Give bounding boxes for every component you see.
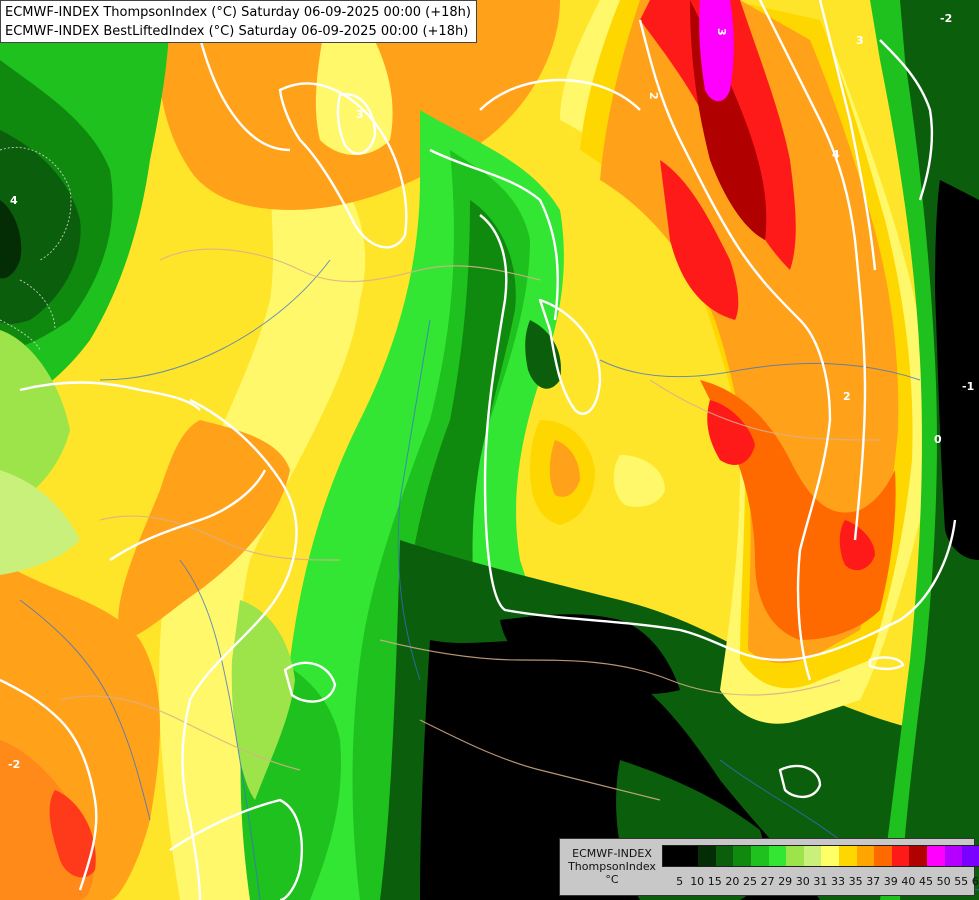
contour-lines: [0, 0, 957, 900]
legend-tick: 37: [866, 875, 881, 888]
field-magenta-east: [699, 0, 734, 102]
legend-tick: 50: [936, 875, 951, 888]
field-orange-mid: [118, 420, 290, 640]
contour-label: -2: [940, 12, 952, 25]
legend-tick: 35: [848, 875, 863, 888]
field-lightgreen-west-2: [0, 470, 80, 575]
contour-west-1: [181, 398, 298, 900]
field-red-southeast: [839, 520, 875, 571]
contour-label: 4: [10, 194, 18, 207]
field-darkgreen-center: [525, 320, 561, 389]
field-black-south-2: [500, 614, 680, 695]
legend-swatch: [715, 846, 734, 866]
contour-north-2: [336, 93, 377, 155]
contour-label: 3: [715, 28, 728, 36]
contour-north-west: [19, 381, 201, 411]
field-black-west: [0, 200, 22, 279]
legend-tick-labels: 5 1015202527293031333537394045505560: [662, 875, 979, 889]
field-orange-east: [600, 0, 899, 664]
contour-label: 3: [356, 108, 364, 121]
contour-central-east-2: [538, 298, 602, 415]
legend-tick: 39: [883, 875, 898, 888]
legend-swatch: [768, 846, 787, 866]
legend-tick: 15: [707, 875, 722, 888]
field-orange-center: [549, 440, 580, 497]
legend-title: ECMWF-INDEX ThompsonIndex °C: [564, 847, 660, 886]
contour-label: 3: [856, 34, 864, 47]
field-yellow-center-2: [613, 455, 665, 507]
legend-tick: 33: [831, 875, 845, 888]
contour-label: 2: [647, 92, 660, 100]
legend-swatch: [926, 846, 945, 866]
contour-label: 0: [934, 433, 942, 446]
contour-east-4: [879, 39, 934, 201]
contour-north-1: [278, 82, 408, 249]
legend-tick: 25: [743, 875, 757, 888]
field-lightgreen-west: [0, 330, 70, 510]
contour-label: 2: [843, 390, 851, 403]
legend-swatch: [750, 846, 769, 866]
contour-north-3: [429, 148, 559, 321]
legend-tick: 45: [919, 875, 933, 888]
contour-south-east-loop: [778, 764, 822, 799]
field-green-west-darker: [0, 130, 81, 325]
legend-tick: 31: [813, 875, 828, 888]
legend-swatch: [663, 846, 681, 866]
legend-swatch: [733, 846, 751, 866]
legend-swatch: [962, 846, 979, 866]
title-line-lifted: ECMWF-INDEX BestLiftedIndex (°C) Saturda…: [5, 24, 469, 39]
legend-color-scale: [662, 845, 979, 867]
map-title-box: ECMWF-INDEX ThompsonIndex (°C) Saturday …: [0, 0, 477, 43]
contour-label: -1: [962, 380, 974, 393]
legend-swatch: [680, 846, 699, 866]
legend-title-model: ECMWF-INDEX: [572, 847, 652, 860]
color-legend: ECMWF-INDEX ThompsonIndex °C 5 10 15 20 25 27…: [559, 838, 979, 896]
legend-swatch: [891, 846, 910, 866]
field-lightgreen-southwest: [231, 600, 295, 800]
contour-southwest-loop: [283, 661, 337, 703]
legend-tick: 5: [676, 875, 684, 888]
legend-swatch: [856, 846, 875, 866]
legend-tick: 55: [954, 875, 969, 888]
legend-swatch: [909, 846, 927, 866]
legend-swatch: [803, 846, 822, 866]
contour-south-east-loop-2: [868, 656, 905, 671]
legend-swatch: [874, 846, 892, 866]
legend-swatch: [944, 846, 963, 866]
contour-west-3: [0, 678, 98, 891]
legend-tick: 10: [690, 875, 705, 888]
dotted-contours: [0, 146, 72, 351]
legend-unit: °C: [605, 873, 619, 886]
legend-swatch: [821, 846, 839, 866]
legend-tick: 29: [778, 875, 793, 888]
contour-south-1: [169, 798, 303, 900]
field-red-east-2: [660, 160, 739, 320]
contour-label-group: 4 3 2 3 4 2 -1 0 -2 -2 3: [8, 12, 974, 771]
legend-swatch: [786, 846, 804, 866]
contour-west-2: [109, 469, 267, 561]
legend-tick: 40: [901, 875, 916, 888]
legend-tick: 27: [760, 875, 775, 888]
contour-central-east: [479, 214, 957, 662]
field-black-fareast: [935, 180, 979, 560]
contour-east-2: [758, 0, 867, 541]
field-red-west: [49, 790, 96, 878]
legend-swatch: [698, 846, 716, 866]
title-line-thompson: ECMWF-INDEX ThompsonIndex (°C) Saturday …: [5, 5, 471, 20]
contour-label: -2: [8, 758, 20, 771]
contour-east-1: [638, 19, 832, 681]
contour-label: 4: [832, 148, 840, 161]
legend-tick: 20: [725, 875, 740, 888]
contour-center-top: [479, 78, 641, 111]
legend-tick: 30: [795, 875, 810, 888]
legend-tick: 60: [971, 875, 979, 888]
country-borders: [59, 248, 881, 801]
legend-title-index: ThompsonIndex: [568, 860, 656, 873]
contour-east-3: [818, 0, 877, 271]
legend-swatch: [838, 846, 857, 866]
